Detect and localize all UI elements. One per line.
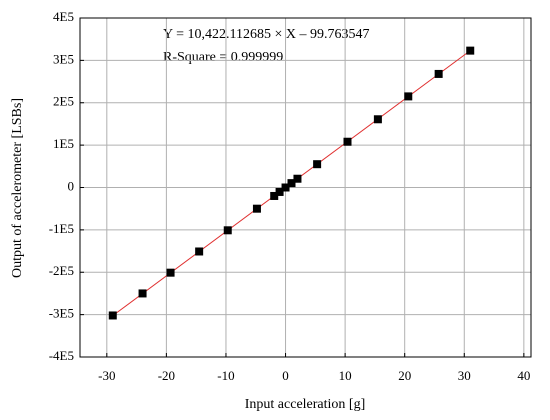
data-point (293, 174, 302, 183)
data-point (313, 160, 322, 169)
data-point (434, 69, 443, 78)
x-tick-label: 40 (517, 368, 530, 383)
data-point (343, 137, 352, 146)
data-point (275, 187, 284, 196)
x-tick-label: -30 (98, 368, 115, 383)
data-point (270, 191, 279, 200)
data-point (138, 289, 147, 298)
x-tick-label: 0 (282, 368, 289, 383)
r-square: R-Square = 0.999999 (163, 50, 283, 65)
y-tick-label: 4E5 (53, 9, 74, 24)
y-tick-label: 3E5 (53, 51, 74, 66)
y-tick-label: -1E5 (49, 221, 74, 236)
data-point (466, 46, 475, 55)
data-point (287, 179, 296, 188)
y-tick-label: 0 (68, 178, 75, 193)
plot-frame (79, 17, 532, 358)
x-tick-label: -10 (217, 368, 234, 383)
data-point (373, 115, 382, 124)
data-point (108, 311, 117, 320)
equation: Y = 10,422.112685 × X – 99.763547 (163, 27, 369, 42)
y-tick-label: 1E5 (53, 136, 74, 151)
data-point (281, 183, 290, 192)
x-tick-label: 20 (398, 368, 411, 383)
x-tick-label: -20 (158, 368, 175, 383)
data-point (166, 268, 175, 277)
data-point (252, 204, 261, 213)
x-axis-label: Input acceleration [g] (245, 397, 366, 412)
x-tick-label: 10 (339, 368, 352, 383)
y-tick-label: -2E5 (49, 263, 74, 278)
y-tick-label: -3E5 (49, 306, 74, 321)
y-tick-label: 2E5 (53, 94, 74, 109)
y-axis-label: Output of accelerometer [LSBs] (10, 98, 25, 278)
y-tick-label: -4E5 (49, 348, 74, 363)
data-point (195, 247, 204, 256)
data-point (404, 92, 413, 101)
x-tick-label: 30 (458, 368, 471, 383)
data-point (223, 226, 232, 235)
